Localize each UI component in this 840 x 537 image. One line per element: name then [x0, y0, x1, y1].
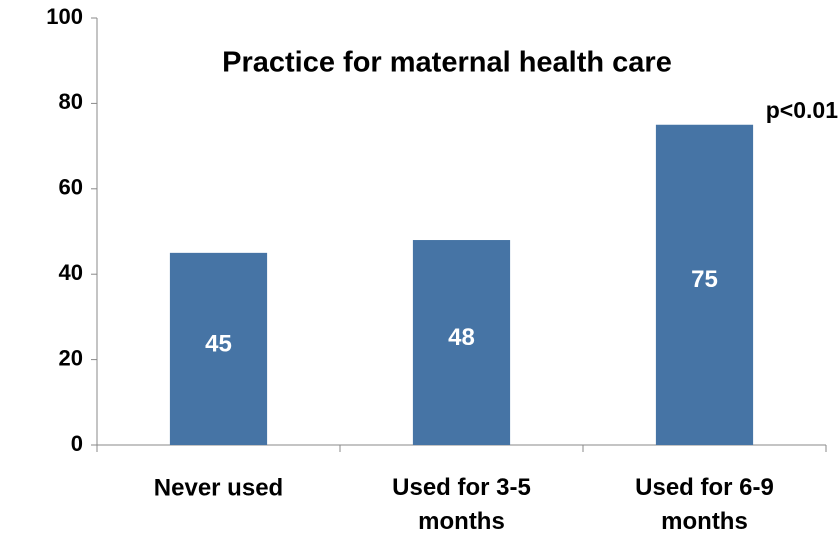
- y-tick-label: 0: [71, 431, 83, 456]
- x-tick-label-line: Used for 3-5: [392, 474, 531, 501]
- y-tick-label: 60: [59, 175, 83, 200]
- bar: [655, 124, 754, 445]
- chart-title: Practice for maternal health care: [222, 47, 672, 79]
- y-tick-label: 80: [59, 89, 83, 114]
- x-tick-label-line: Used for 6-9: [635, 474, 774, 501]
- x-tick-label-line: months: [418, 508, 505, 535]
- annotation: p<0.01: [766, 97, 838, 123]
- y-tick-label: 20: [59, 345, 83, 370]
- y-tick-label: 40: [59, 260, 83, 285]
- data-label: 75: [691, 266, 718, 293]
- x-tick-label: Used for 3-5 months: [392, 474, 531, 535]
- data-label: 45: [205, 330, 232, 357]
- data-label: 48: [448, 324, 475, 351]
- bar: [169, 252, 268, 445]
- x-tick-label: Used for 6-9 months: [635, 474, 774, 535]
- x-tick-label-line: months: [661, 508, 748, 535]
- y-tick-label: 100: [46, 4, 83, 29]
- x-tick-label: Never used: [154, 474, 283, 501]
- bar: [412, 240, 511, 445]
